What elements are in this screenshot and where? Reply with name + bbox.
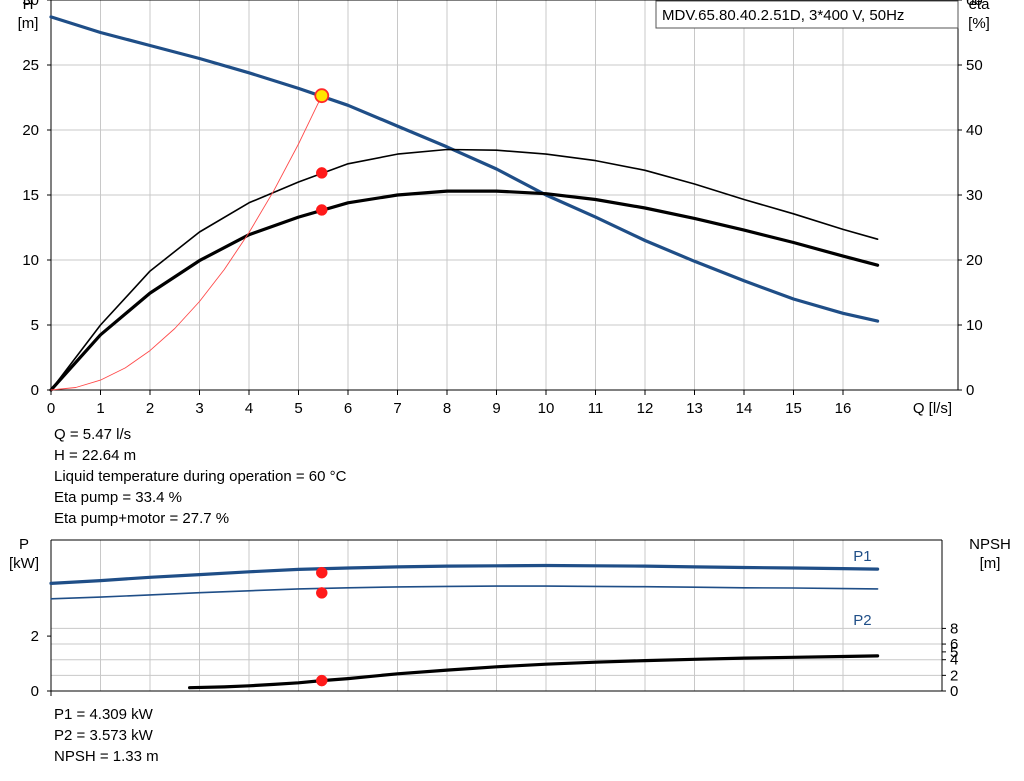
x-tick-label: 4 (245, 400, 253, 417)
model-title: MDV.65.80.40.2.51D, 3*400 V, 50Hz (662, 7, 904, 24)
x-tick-label: 14 (736, 400, 753, 417)
x-tick-label: 0 (47, 400, 55, 417)
info-flow: Q = 5.47 l/s (54, 426, 132, 443)
y-left-tick-label: 0 (31, 683, 39, 700)
operating-point-marker (316, 204, 328, 216)
y-right-tick-label: 5 (950, 644, 958, 661)
x-tick-label: 1 (96, 400, 104, 417)
info-liquid-temperature: Liquid temperature during operation = 60… (54, 468, 347, 485)
y-left-tick-label: 30 (22, 0, 39, 9)
info-npsh: NPSH = 1.33 m (54, 748, 159, 765)
y-left-tick-label: 2 (31, 628, 39, 645)
info-p1: P1 = 4.309 kW (54, 706, 153, 723)
series-line-2 (188, 654, 880, 690)
series-label: P2 (853, 612, 871, 629)
duty-point-marker (314, 88, 330, 104)
series-line-P2 (50, 585, 879, 600)
y-right-tick-label: 10 (966, 317, 983, 334)
y-right-axis-unit: [m] (980, 555, 1001, 572)
y-right-axis-unit: [%] (968, 15, 990, 32)
y-left-tick-label: 5 (31, 317, 39, 334)
x-tick-label: 16 (835, 400, 852, 417)
operating-point-marker (316, 587, 328, 599)
x-tick-label: 9 (492, 400, 500, 417)
x-tick-label: 5 (294, 400, 302, 417)
operating-point-marker (316, 566, 328, 579)
y-right-tick-label: 40 (966, 122, 983, 139)
y-left-axis-label: P (19, 536, 29, 553)
x-tick-label: 7 (393, 400, 401, 417)
y-left-tick-label: 15 (22, 187, 39, 204)
y-right-tick-label: 4 (950, 652, 958, 669)
model-title-box (655, 0, 959, 29)
y-left-tick-label: 0 (31, 382, 39, 399)
y-left-axis-unit: [m] (18, 15, 39, 32)
y-right-axis-label: NPSH (969, 536, 1011, 553)
y-left-axis-unit: [kW] (9, 555, 39, 572)
operating-info: Q = 5.47 l/s H = 22.64 m Liquid temperat… (54, 424, 346, 529)
y-right-tick-label: 2 (950, 667, 958, 684)
series-line-1 (50, 148, 879, 391)
series-label: P1 (853, 548, 871, 565)
x-tick-label: 2 (146, 400, 154, 417)
x-tick-label: 15 (785, 400, 802, 417)
x-tick-label: 6 (344, 400, 352, 417)
y-right-axis-label: eta (969, 0, 991, 13)
y-right-tick-label: 8 (950, 620, 958, 637)
operating-point-marker (316, 167, 328, 179)
x-tick-label: 10 (538, 400, 555, 417)
y-left-axis-label: H (23, 0, 34, 13)
y-right-tick-label: 60 (966, 0, 983, 9)
series-line-2 (49, 189, 880, 392)
x-tick-label: 8 (443, 400, 451, 417)
y-right-tick-label: 6 (950, 636, 958, 653)
x-tick-label: 3 (195, 400, 203, 417)
y-left-tick-label: 20 (22, 122, 39, 139)
info-head: H = 22.64 m (54, 447, 137, 464)
x-axis-label: Q [l/s] (913, 400, 952, 417)
series-line-0 (49, 15, 880, 323)
series-line-3 (50, 95, 323, 391)
y-left-tick-label: 25 (22, 57, 39, 74)
series-line-P1 (49, 563, 880, 586)
x-tick-label: 12 (637, 400, 654, 417)
info-p2: P2 = 3.573 kW (54, 727, 153, 744)
y-right-tick-label: 30 (966, 187, 983, 204)
y-right-tick-label: 0 (950, 683, 958, 700)
y-right-tick-label: 20 (966, 252, 983, 269)
y-right-tick-label: 50 (966, 57, 983, 74)
x-tick-label: 13 (686, 400, 703, 417)
x-tick-label: 11 (588, 400, 604, 417)
info-eta-pump-motor: Eta pump+motor = 27.7 % (54, 510, 230, 527)
power-info: P1 = 4.309 kW P2 = 3.573 kW NPSH = 1.33 … (54, 704, 159, 767)
info-eta-pump: Eta pump = 33.4 % (54, 489, 182, 506)
operating-point-marker (316, 674, 328, 687)
y-left-tick-label: 10 (22, 252, 39, 269)
y-right-tick-label: 0 (966, 382, 974, 399)
